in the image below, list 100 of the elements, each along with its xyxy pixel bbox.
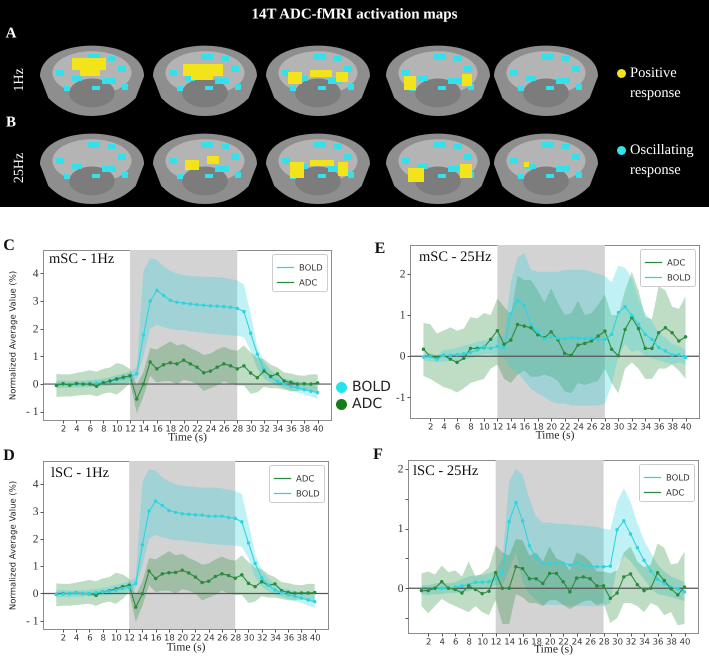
x-tick-label: 36 xyxy=(652,638,664,648)
point xyxy=(562,352,566,356)
x-tick-label: 34 xyxy=(639,638,650,648)
point xyxy=(289,384,293,388)
point xyxy=(664,326,668,330)
point xyxy=(615,528,619,532)
text: C xyxy=(3,237,15,254)
point xyxy=(480,580,484,584)
point xyxy=(494,576,498,580)
point xyxy=(174,510,178,514)
x-tick-label: 18 xyxy=(164,634,175,644)
x-tick-label: 28 xyxy=(600,422,611,432)
point xyxy=(516,298,520,302)
y-tick-label: 1 xyxy=(400,310,406,322)
point xyxy=(536,333,540,337)
point xyxy=(656,346,660,350)
point xyxy=(574,576,578,580)
y-tick-label: 4 xyxy=(32,478,39,491)
point xyxy=(289,380,293,384)
point xyxy=(135,397,138,401)
text: 14T ADC-fMRI activation maps xyxy=(252,6,458,22)
point xyxy=(140,543,144,547)
point xyxy=(316,390,320,394)
x-tick-label: 30 xyxy=(612,638,623,648)
point xyxy=(500,572,504,576)
point xyxy=(644,346,647,350)
x-tick-label: 20 xyxy=(177,634,188,644)
x-tick-label: 14 xyxy=(504,638,516,648)
point xyxy=(94,590,98,594)
point xyxy=(313,600,316,604)
point xyxy=(616,354,620,358)
point xyxy=(296,386,300,390)
point xyxy=(455,360,459,364)
x-tick-label: 12 xyxy=(492,422,504,432)
y-axis-title: Normalized Average Value (%) xyxy=(8,270,18,400)
point xyxy=(642,588,646,592)
x-tick-label: 10 xyxy=(477,638,488,648)
point xyxy=(516,322,520,326)
point xyxy=(588,576,592,580)
point xyxy=(293,591,297,595)
y-tick-label: 0 xyxy=(32,588,39,600)
point xyxy=(622,519,626,523)
x-tick-label: 40 xyxy=(680,422,692,432)
point xyxy=(608,564,612,568)
point xyxy=(228,305,232,309)
point xyxy=(574,561,578,565)
point xyxy=(276,372,280,376)
point xyxy=(670,353,674,357)
point xyxy=(228,364,232,368)
point xyxy=(142,382,146,386)
point xyxy=(240,573,244,577)
point xyxy=(509,312,513,316)
point xyxy=(256,352,260,356)
point xyxy=(664,349,668,353)
x-tick-label: 28 xyxy=(598,638,610,648)
point xyxy=(182,358,186,362)
point xyxy=(487,580,491,584)
point xyxy=(662,582,666,586)
point xyxy=(562,337,566,341)
point xyxy=(242,310,246,314)
point xyxy=(448,354,452,358)
legend-label: ADC xyxy=(666,488,684,498)
point xyxy=(194,575,198,579)
text: A xyxy=(6,26,16,42)
point xyxy=(656,578,660,582)
point xyxy=(148,360,152,364)
point xyxy=(474,580,478,584)
x-tick-label: 26 xyxy=(217,634,228,644)
x-tick-label: 30 xyxy=(613,422,624,432)
point xyxy=(260,580,264,584)
point xyxy=(650,346,654,350)
point xyxy=(260,576,264,580)
point xyxy=(595,565,599,569)
point xyxy=(215,304,219,308)
chart-title: mSC - 1Hz xyxy=(49,251,115,267)
point xyxy=(188,302,192,306)
point xyxy=(662,578,666,582)
point xyxy=(162,362,166,366)
x-tick-label: 32 xyxy=(256,634,268,644)
point xyxy=(215,365,219,369)
point xyxy=(316,381,320,385)
point xyxy=(246,582,250,586)
point xyxy=(554,572,558,576)
x-tick-label: 40 xyxy=(680,638,690,648)
y-axis-title: Normalized Average Value (%) xyxy=(8,480,18,610)
point xyxy=(309,382,313,386)
legend-label: ADC xyxy=(352,396,382,413)
point xyxy=(570,336,574,340)
point xyxy=(154,499,158,503)
point xyxy=(220,514,224,518)
point xyxy=(595,584,599,588)
legend-label: BOLD xyxy=(667,274,692,284)
x-axis-title: Time (s) xyxy=(536,430,575,442)
point xyxy=(507,586,511,590)
point xyxy=(174,570,178,574)
legend-label: BOLD xyxy=(296,490,320,500)
point xyxy=(300,596,304,600)
y-tick-label: 1 xyxy=(32,350,39,363)
x-tick-label: 10 xyxy=(479,422,490,432)
y-tick-label: 0 xyxy=(400,350,406,363)
